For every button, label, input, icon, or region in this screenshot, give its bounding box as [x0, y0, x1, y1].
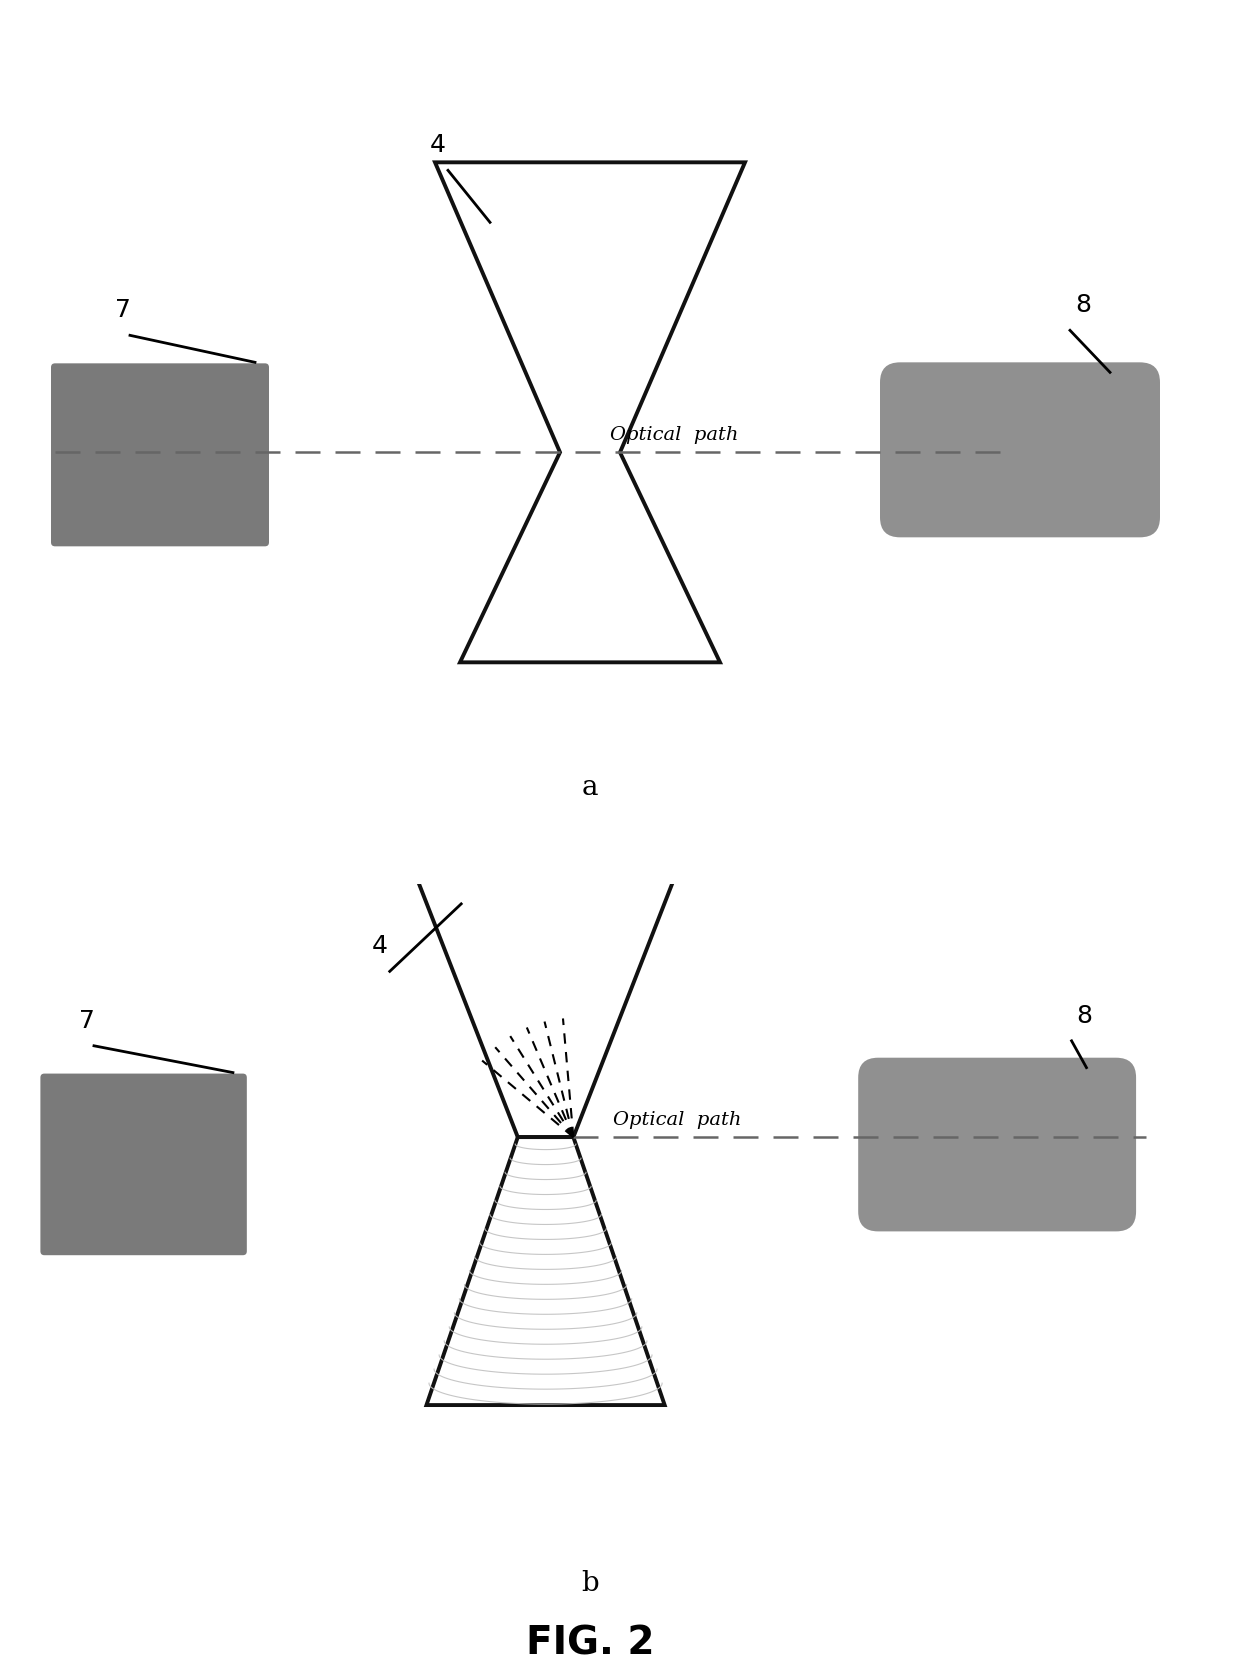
- Text: Optical  path: Optical path: [613, 1111, 742, 1129]
- FancyBboxPatch shape: [51, 364, 269, 547]
- Text: 7: 7: [115, 299, 131, 322]
- Text: 4: 4: [430, 133, 446, 158]
- Text: 4: 4: [372, 935, 388, 958]
- FancyBboxPatch shape: [41, 1074, 247, 1255]
- Text: 7: 7: [79, 1008, 95, 1034]
- Polygon shape: [427, 1138, 665, 1404]
- Text: Optical  path: Optical path: [610, 426, 738, 445]
- Text: a: a: [582, 774, 598, 800]
- Text: b: b: [582, 1571, 599, 1597]
- FancyBboxPatch shape: [858, 1057, 1136, 1232]
- Text: 8: 8: [1075, 294, 1091, 317]
- FancyBboxPatch shape: [880, 362, 1159, 537]
- Text: 8: 8: [1076, 1003, 1092, 1029]
- Text: FIG. 2: FIG. 2: [526, 1624, 655, 1663]
